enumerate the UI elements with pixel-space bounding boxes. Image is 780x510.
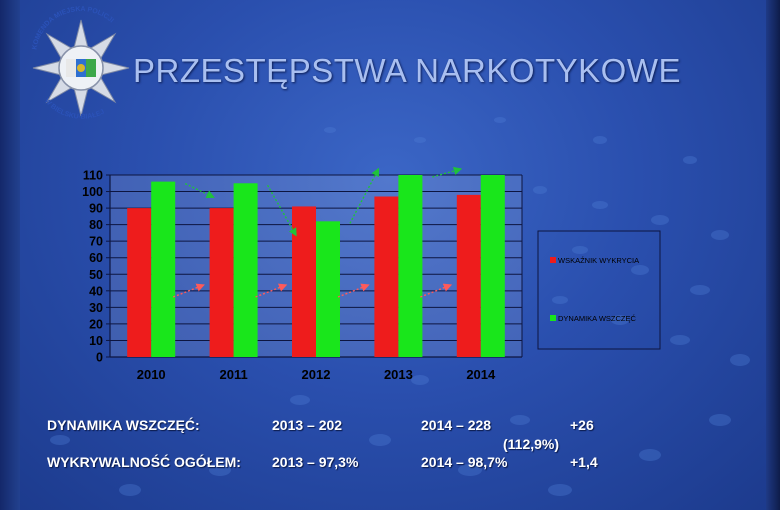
x-tick-label: 2012 [302,367,331,382]
stat-row1-value-2014: 2014 – 228 [421,417,492,433]
police-logo: KOMENDA MIEJSKA POLICJI KOMENDA MIEJSKA … [31,6,130,121]
stat-row2-value-2013: 2013 – 97,3% [272,454,359,470]
legend-label-wszczec: DYNAMIKA WSZCZĘĆ [558,314,637,323]
trend-arrow-wszczec [184,182,215,199]
bar-wykrycia-2013 [374,196,399,357]
y-tick-label: 60 [89,251,103,265]
stat-row2-value-2014: 2014 – 98,7% [421,454,508,470]
trend-arrow-wykrycia [420,283,453,298]
bar-wszczec-2012 [316,221,340,357]
legend-swatch-wszczec [550,315,556,321]
y-tick-label: 20 [89,317,103,331]
x-tick-label: 2011 [219,367,247,382]
bar-wykrycia-2012 [292,206,316,357]
stat-row1-value-2013: 2013 – 202 [272,417,343,433]
legend-swatch-wykrycia [550,257,556,263]
bar-wszczec-2010 [151,181,176,357]
bar-wykrycia-2011 [209,208,234,357]
trend-arrow-wszczec [432,166,463,178]
y-tick-label: 0 [96,351,103,365]
stat-row2-label: WYKRYWALNOŚĆ OGÓŁEM: [47,454,241,470]
trend-arrow-wszczec [266,184,297,237]
legend-box [537,230,661,350]
bar-wykrycia-2010 [127,208,152,357]
bar-wszczec-2014 [480,175,505,357]
y-tick-label: 10 [89,334,103,348]
trend-arrow-wykrycia [337,283,370,298]
x-tick-label: 2010 [137,367,166,382]
y-tick-label: 110 [83,169,103,183]
y-tick-label: 30 [89,301,103,315]
legend-label-wykrycia: WSKAŹNIK WYKRYCIA [558,256,639,265]
stat-row1-delta: +26 [570,417,594,433]
bar-wszczec-2011 [233,183,258,357]
bar-wszczec-2013 [398,175,423,357]
y-tick-label: 90 [89,202,103,216]
x-tick-label: 2013 [384,367,413,382]
y-tick-label: 50 [89,268,103,282]
stat-row2-delta: +1,4 [570,454,598,470]
y-tick-label: 80 [89,218,103,232]
trend-arrow-wykrycia [255,283,288,298]
trend-arrow-wykrycia [172,283,205,298]
y-tick-label: 70 [89,235,103,249]
stat-row1-label: DYNAMIKA WSZCZĘĆ: [47,417,200,433]
slide-title: PRZESTĘPSTWA NARKOTYKOWE [133,52,682,89]
stat-row1-percent: (112,9%) [503,436,560,452]
x-tick-label: 2014 [466,367,496,382]
y-tick-label: 100 [82,185,103,199]
bar-wykrycia-2014 [456,194,481,357]
y-tick-label: 40 [89,284,103,298]
